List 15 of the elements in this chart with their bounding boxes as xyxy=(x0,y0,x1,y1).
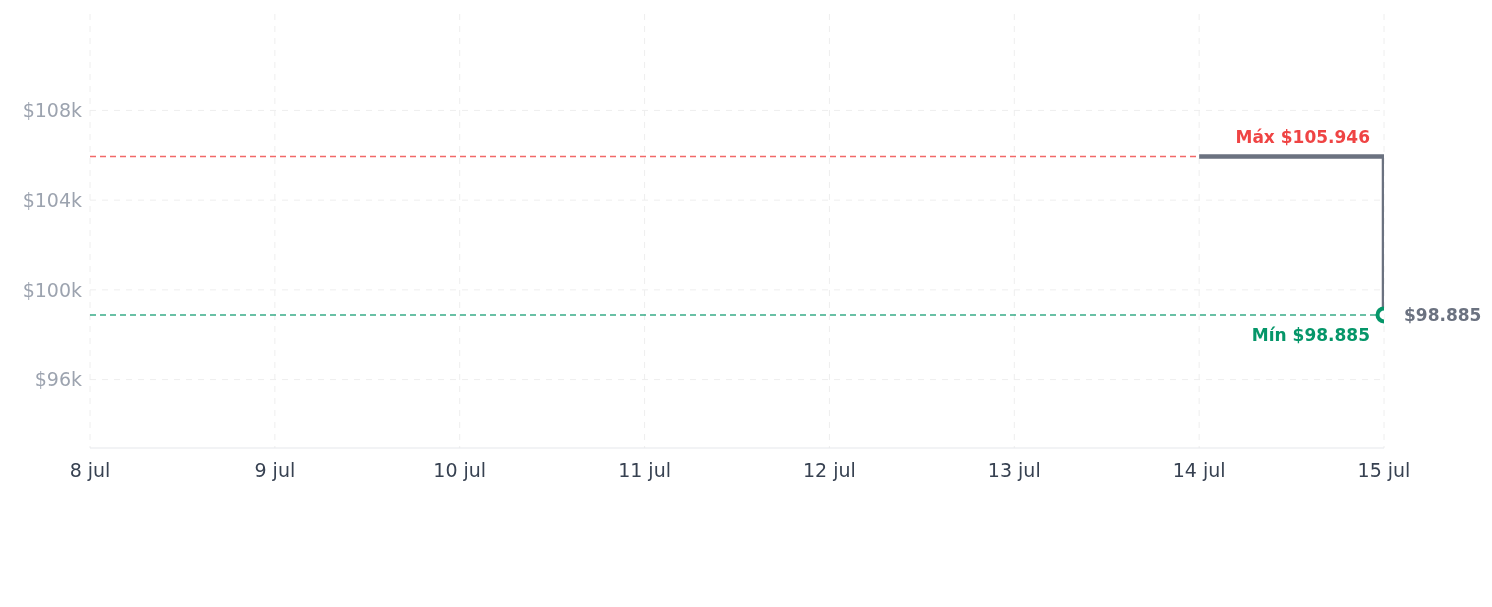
x-tick-label: 8 jul xyxy=(69,459,111,482)
x-tick-label: 15 jul xyxy=(1357,459,1411,482)
ref-line-label: Máx $105.946 xyxy=(1235,126,1370,147)
y-tick-label: $108k xyxy=(22,99,82,122)
y-tick-label: $100k xyxy=(22,278,82,301)
x-tick-label: 12 jul xyxy=(803,459,856,482)
data-label: $98.885 xyxy=(1404,304,1482,325)
ref-line-label: Mín $98.885 xyxy=(1251,324,1370,345)
x-tick-label: 9 jul xyxy=(254,459,296,482)
x-tick-label: 11 jul xyxy=(618,459,671,482)
x-tick-label: 13 jul xyxy=(987,459,1041,482)
y-tick-label: $96k xyxy=(34,368,82,391)
x-tick-label: 14 jul xyxy=(1172,459,1226,482)
y-tick-label: $104k xyxy=(22,188,82,211)
x-tick-label: 10 jul xyxy=(433,459,487,482)
